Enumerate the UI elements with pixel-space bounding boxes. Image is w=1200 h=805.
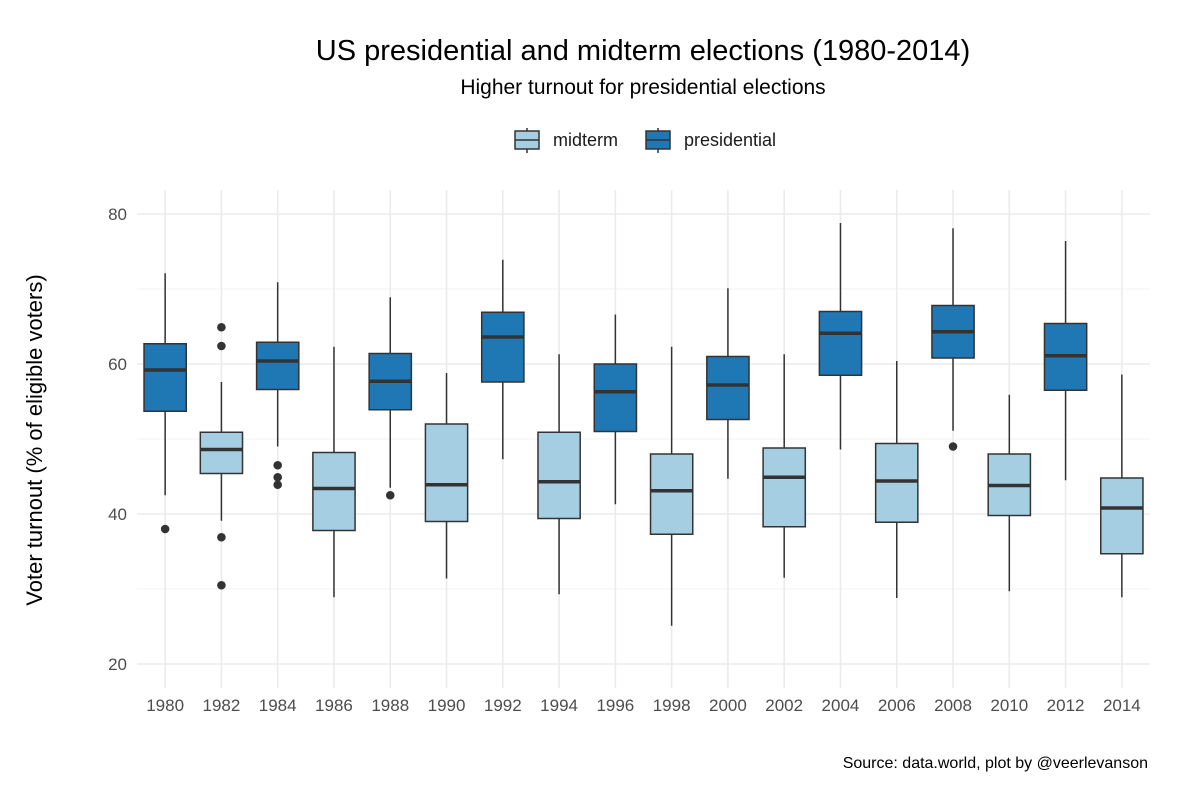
outlier-point (273, 480, 282, 490)
outlier-point (273, 472, 282, 482)
legend-item-presidential: presidential (645, 128, 776, 153)
chart-subtitle: Higher turnout for presidential election… (460, 76, 825, 99)
box-presidential (706, 355, 750, 421)
box-group-1982 (199, 322, 244, 590)
box-group-1992 (480, 259, 525, 460)
box-midterm (312, 451, 356, 532)
legend-label: midterm (553, 130, 618, 150)
chart-caption: Source: data.world, plot by @veerlevanso… (843, 755, 1148, 772)
outlier-point (273, 460, 282, 470)
box-group-1988 (368, 297, 413, 500)
box-group-1994 (537, 354, 581, 595)
y-axis-title: Voter turnout (% of eligible voters) (22, 274, 47, 605)
box-group-2014 (1100, 374, 1144, 598)
x-tick-label: 1998 (653, 696, 691, 715)
box-group-2010 (987, 394, 1032, 592)
outlier-point (217, 532, 226, 542)
chart-title: US presidential and midterm elections (1… (316, 35, 970, 67)
x-tick-label: 2006 (878, 696, 916, 715)
box-presidential (255, 341, 300, 391)
x-tick-label: 1996 (596, 696, 634, 715)
x-tick-label: 2004 (822, 696, 860, 715)
legend-item-midterm: midterm (514, 128, 618, 153)
outlier-point (217, 341, 226, 351)
box-presidential (480, 311, 525, 383)
y-tick-label: 60 (108, 355, 127, 374)
box-presidential (593, 363, 638, 433)
outlier-point (948, 442, 958, 451)
box-midterm (1100, 477, 1144, 555)
outlier-point (385, 490, 395, 500)
x-tick-label: 1982 (203, 696, 241, 715)
x-tick-label: 2014 (1103, 696, 1141, 715)
box-group-2004 (818, 223, 863, 450)
x-tick-label: 1986 (315, 696, 353, 715)
box-presidential (143, 343, 187, 412)
x-tick-label: 2002 (765, 696, 803, 715)
box-midterm (537, 431, 581, 520)
x-tick-label: 1990 (428, 696, 466, 715)
outlier-point (160, 524, 170, 534)
box-presidential (818, 310, 863, 376)
x-tick-label: 1984 (259, 696, 297, 715)
outlier-point (217, 322, 226, 332)
box-group-1986 (312, 346, 356, 598)
x-tick-label: 1980 (146, 696, 184, 715)
x-tick-label: 2010 (990, 696, 1028, 715)
box-group-1980 (143, 273, 187, 534)
y-axis: 20 40 60 80 (108, 205, 127, 674)
y-tick-label: 40 (108, 505, 127, 524)
y-tick-label: 20 (108, 655, 127, 674)
x-tick-label: 1994 (540, 696, 578, 715)
outlier-point (217, 580, 226, 590)
box-midterm (762, 447, 807, 528)
box-group-1996 (593, 314, 638, 505)
box-group-2012 (1043, 241, 1088, 481)
legend-label: presidential (684, 130, 776, 150)
box-midterm (649, 453, 694, 535)
box-group-2008 (931, 228, 975, 451)
x-tick-label: 2012 (1047, 696, 1085, 715)
boxes (143, 223, 1144, 626)
box-group-1990 (424, 373, 469, 579)
box-group-2006 (874, 361, 919, 598)
x-tick-label: 1988 (371, 696, 409, 715)
x-axis: 1980 1982 1984 1986 1988 1990 1992 1994 1996 1998… (146, 696, 1141, 715)
box-midterm (424, 423, 469, 523)
box-midterm (874, 442, 919, 523)
x-tick-label: 1992 (484, 696, 522, 715)
box-midterm (199, 431, 244, 475)
y-tick-label: 80 (108, 205, 127, 224)
grid (137, 190, 1150, 688)
box-group-1984 (255, 282, 300, 490)
x-tick-label: 2000 (709, 696, 747, 715)
box-group-2002 (762, 354, 807, 578)
box-group-1998 (649, 346, 694, 626)
box-group-2000 (706, 288, 750, 479)
legend: midterm presidential (514, 128, 776, 153)
x-tick-label: 2008 (934, 696, 972, 715)
